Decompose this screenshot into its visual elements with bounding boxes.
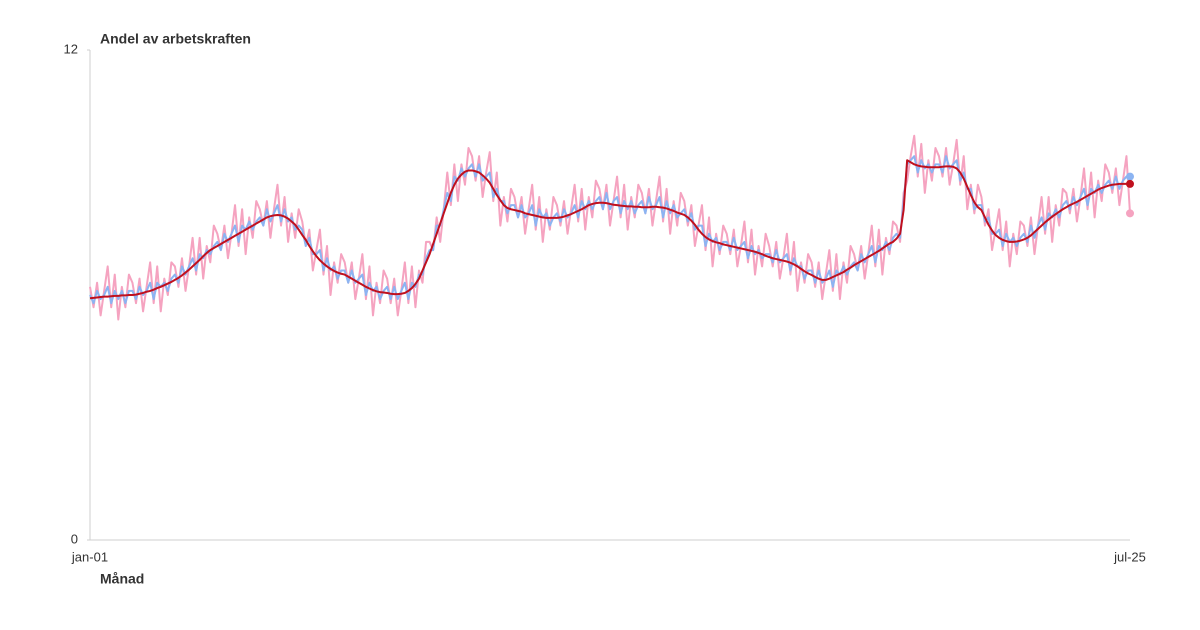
x-tick-label: jan-01 bbox=[71, 549, 108, 564]
y-tick-label: 0 bbox=[71, 531, 78, 546]
series-line bbox=[89, 159, 1130, 300]
end-marker bbox=[1126, 172, 1134, 181]
series-line bbox=[89, 155, 1130, 305]
x-axis-title: Månad bbox=[100, 571, 144, 587]
end-marker bbox=[1126, 209, 1134, 218]
x-tick-label: jul-25 bbox=[1113, 549, 1146, 564]
y-axis-title: Andel av arbetskraften bbox=[100, 31, 251, 47]
y-tick-label: 12 bbox=[64, 41, 78, 56]
end-marker bbox=[1126, 179, 1134, 188]
